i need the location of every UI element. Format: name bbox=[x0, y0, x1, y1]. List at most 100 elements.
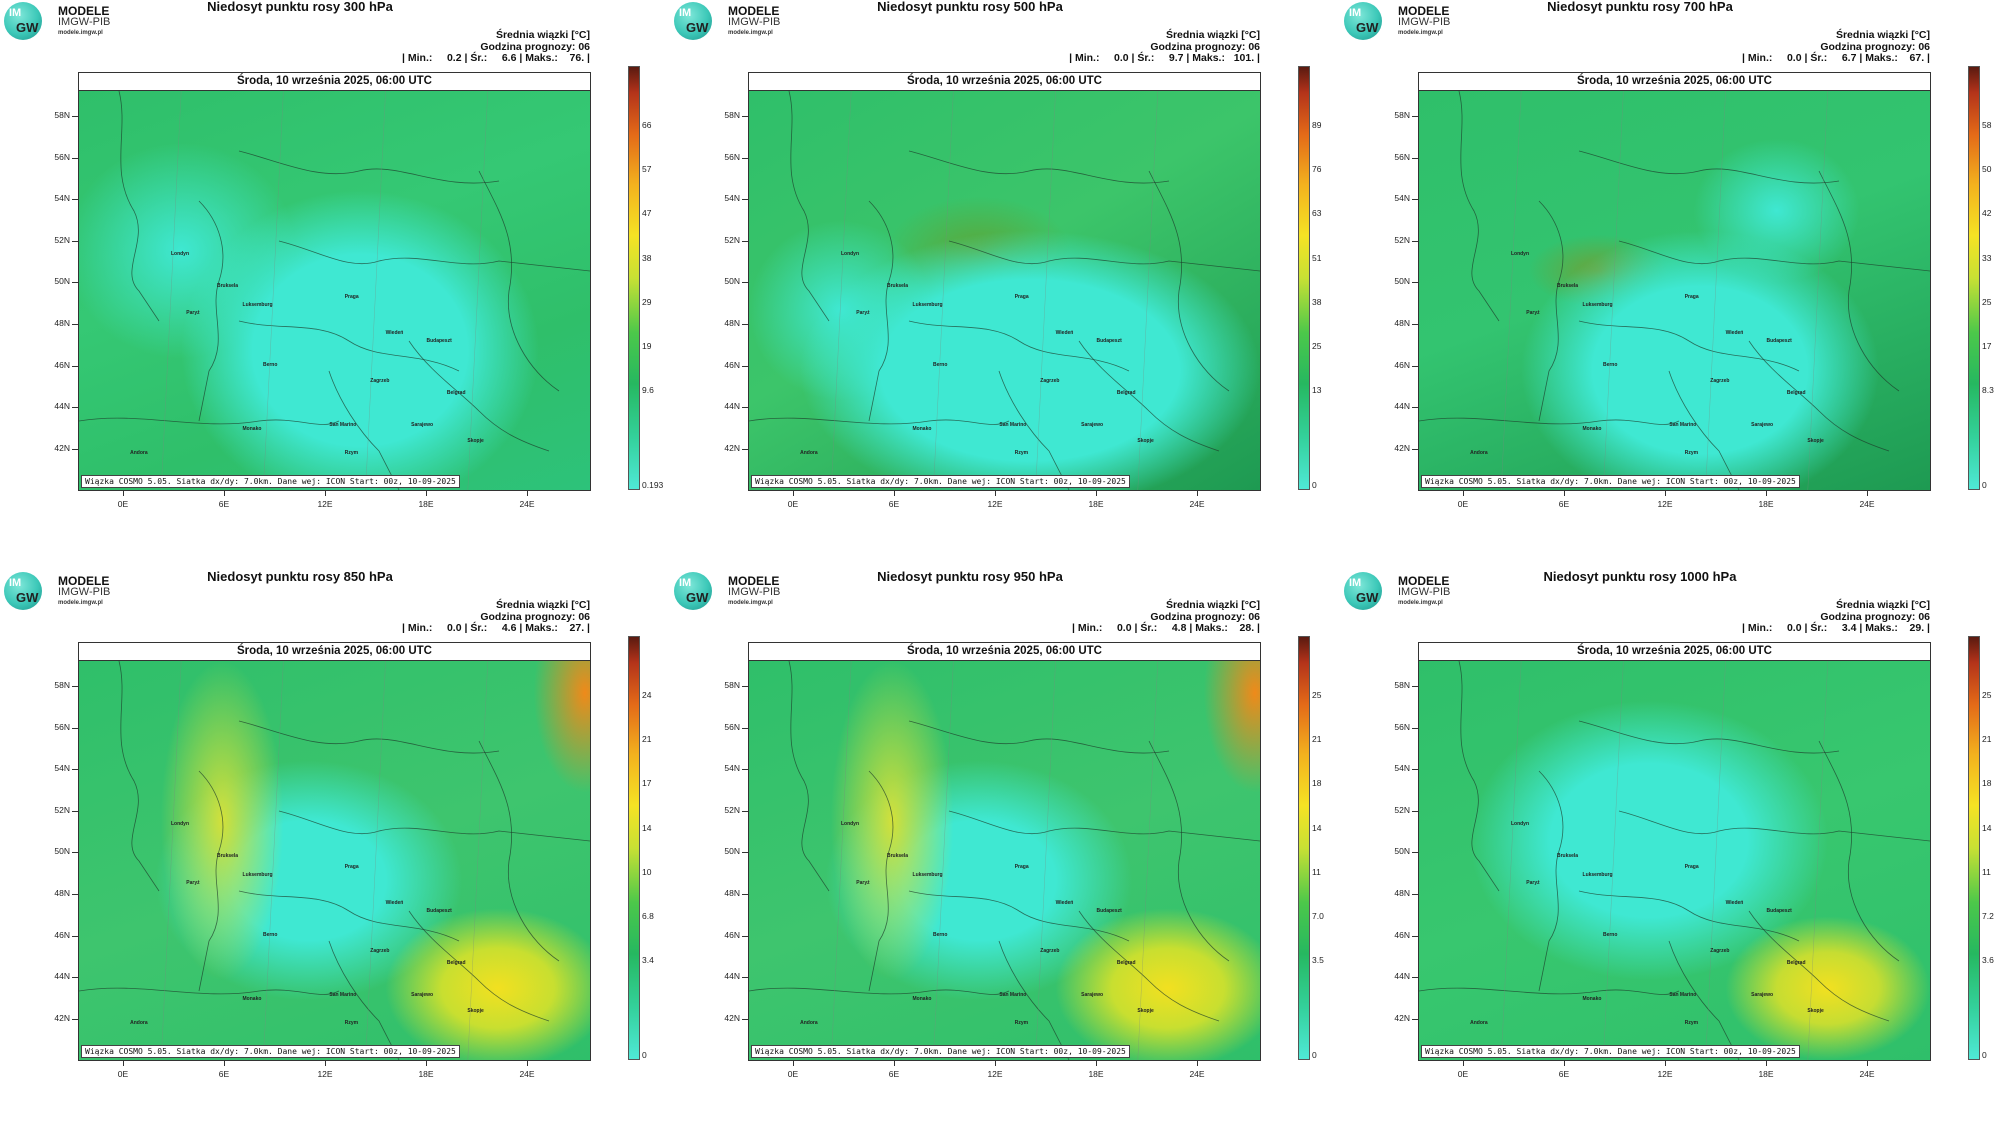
latitude-tick bbox=[742, 1018, 748, 1020]
country-borders bbox=[749, 91, 1260, 490]
longitude-label: 6E bbox=[1558, 499, 1570, 509]
map-field: Londyn Bruksela Luksemburg Paryż Praga Wiedeń… bbox=[1419, 91, 1930, 490]
latitude-tick bbox=[742, 894, 748, 895]
colorbar-label: 38 bbox=[1312, 296, 1322, 307]
colorbar-label: 29 bbox=[642, 296, 652, 307]
city-label: Praga bbox=[344, 864, 359, 871]
latitude-tick bbox=[72, 977, 78, 979]
latitude-label: 58N bbox=[54, 680, 70, 690]
latitude-tick bbox=[72, 852, 78, 854]
longitude-label: 18E bbox=[418, 499, 434, 509]
latitude-label: 58N bbox=[1394, 680, 1410, 690]
city-label: Rzym bbox=[1014, 1020, 1029, 1027]
longitude-tick bbox=[1665, 1060, 1666, 1066]
city-label: Rzym bbox=[1684, 1020, 1699, 1027]
latitude-tick bbox=[742, 199, 748, 201]
longitude-label: 12E bbox=[987, 499, 1003, 509]
forecast-panel: IM GW MODELE IMGW-PIB modele.imgw.pl Nie… bbox=[1340, 569, 2000, 1130]
city-label: Skopje bbox=[1137, 1008, 1154, 1015]
imgw-logo: IM GW MODELE IMGW-PIB modele.imgw.pl bbox=[1344, 572, 1464, 616]
longitude-label: 6E bbox=[888, 1069, 900, 1079]
model-footer: Wiązka COSMO 5.05. Siatka dx/dy: 7.0km. … bbox=[751, 1045, 1130, 1058]
model-footer: Wiązka COSMO 5.05. Siatka dx/dy: 7.0km. … bbox=[751, 475, 1130, 488]
longitude-tick bbox=[995, 1060, 996, 1066]
colorbar-label: 21 bbox=[1982, 734, 1992, 745]
longitude-label: 12E bbox=[1657, 1069, 1673, 1079]
longitude-tick bbox=[1564, 1060, 1565, 1066]
model-footer: Wiązka COSMO 5.05. Siatka dx/dy: 7.0km. … bbox=[81, 1045, 460, 1058]
colorbar-label: 0 bbox=[1982, 480, 1987, 490]
colorbar-label: 0.193 bbox=[642, 480, 664, 490]
colorbar-label: 9.6 bbox=[642, 385, 654, 396]
latitude-tick bbox=[72, 407, 78, 409]
city-label: Belgrad bbox=[446, 390, 466, 397]
city-label: Zagrzeb bbox=[1040, 378, 1060, 385]
longitude-label: 6E bbox=[888, 499, 900, 509]
map-field: Londyn Bruksela Luksemburg Paryż Praga Wiedeń… bbox=[79, 91, 590, 490]
logo-line2: IMGW-PIB bbox=[728, 16, 781, 28]
map-date-header: Środa, 10 września 2025, 06:00 UTC bbox=[1419, 73, 1930, 91]
latitude-tick bbox=[72, 199, 78, 201]
logo-circle-bottom: GW bbox=[1356, 20, 1379, 35]
latitude-label: 50N bbox=[724, 276, 740, 287]
forecast-panel: IM GW MODELE IMGW-PIB modele.imgw.pl Nie… bbox=[670, 0, 1330, 560]
info-forecast-hour: Godzina prognozy: 06 bbox=[1820, 40, 1930, 53]
colorbar-label: 25 bbox=[1312, 341, 1322, 352]
city-label: Paryż bbox=[1526, 880, 1540, 887]
map-date-header: Środa, 10 września 2025, 06:00 UTC bbox=[749, 73, 1260, 91]
city-label: Wiedeń bbox=[1725, 900, 1744, 907]
logo-circle-top: IM bbox=[9, 7, 22, 19]
latitude-label: 44N bbox=[54, 401, 70, 412]
city-label: San Marino bbox=[999, 992, 1027, 999]
latitude-label: 44N bbox=[54, 971, 70, 982]
colorbar-label: 51 bbox=[1312, 252, 1322, 263]
imgw-logo-icon: IM GW bbox=[674, 572, 712, 610]
map-field: Londyn Bruksela Luksemburg Paryż Praga Wiedeń… bbox=[749, 661, 1260, 1060]
latitude-label: 42N bbox=[1394, 442, 1410, 453]
map-field: Londyn Bruksela Luksemburg Paryż Praga Wiedeń… bbox=[79, 661, 590, 1060]
info-mean-label: Średnia wiązki [°C] bbox=[495, 29, 590, 41]
latitude-label: 58N bbox=[724, 110, 740, 120]
logo-text: MODELE IMGW-PIB modele.imgw.pl bbox=[58, 5, 110, 39]
info-mean-label: Średnia wiązki [°C] bbox=[1165, 599, 1260, 611]
info-mean-label: Średnia wiązki [°C] bbox=[1835, 29, 1930, 41]
latitude-tick bbox=[72, 810, 78, 812]
latitude-label: 56N bbox=[724, 151, 740, 162]
latitude-label: 42N bbox=[54, 442, 70, 453]
map-frame: Środa, 10 września 2025, 06:00 UTC Londy… bbox=[1418, 72, 1931, 491]
city-label: Belgrad bbox=[1786, 390, 1806, 397]
latitude-tick bbox=[1412, 977, 1418, 979]
map-date-header: Środa, 10 września 2025, 06:00 UTC bbox=[749, 643, 1260, 661]
city-label: Paryż bbox=[186, 310, 200, 317]
latitude-label: 52N bbox=[1394, 234, 1410, 245]
longitude-tick bbox=[1665, 490, 1666, 496]
latitude-label: 56N bbox=[724, 721, 740, 732]
latitude-tick bbox=[1412, 240, 1418, 242]
latitude-tick bbox=[1412, 727, 1418, 729]
latitude-label: 50N bbox=[1394, 846, 1410, 857]
longitude-tick bbox=[1766, 490, 1767, 496]
city-label: Paryż bbox=[1526, 310, 1540, 317]
info-stats: | Min.: 0.0 | Śr.: 4.6 | Maks.: 27. | bbox=[402, 622, 590, 634]
longitude-label: 0E bbox=[1457, 1069, 1469, 1079]
logo-circle-top: IM bbox=[679, 577, 692, 589]
city-label: Budapeszt bbox=[426, 908, 452, 915]
colorbar-label: 0 bbox=[1982, 1050, 1987, 1060]
latitude-tick bbox=[742, 810, 748, 812]
colorbar-label: 6.8 bbox=[642, 911, 654, 922]
info-forecast-hour: Godzina prognozy: 06 bbox=[1150, 610, 1260, 623]
logo-text: MODELE IMGW-PIB modele.imgw.pl bbox=[728, 575, 780, 609]
logo-circle-top: IM bbox=[679, 7, 692, 19]
colorbar-label: 33 bbox=[1982, 252, 1992, 263]
longitude-tick bbox=[995, 490, 996, 496]
city-label: Praga bbox=[1014, 294, 1029, 301]
latitude-label: 58N bbox=[1394, 110, 1410, 120]
longitude-tick bbox=[1463, 490, 1464, 496]
logo-circle-top: IM bbox=[1349, 577, 1362, 589]
country-borders bbox=[1419, 91, 1930, 490]
info-stats: | Min.: 0.0 | Śr.: 9.7 | Maks.: 101. | bbox=[1069, 52, 1260, 64]
latitude-tick bbox=[1412, 1018, 1418, 1020]
longitude-label: 0E bbox=[787, 499, 799, 509]
colorbar-label: 18 bbox=[1982, 778, 1992, 789]
city-label: Berno bbox=[1602, 362, 1618, 369]
